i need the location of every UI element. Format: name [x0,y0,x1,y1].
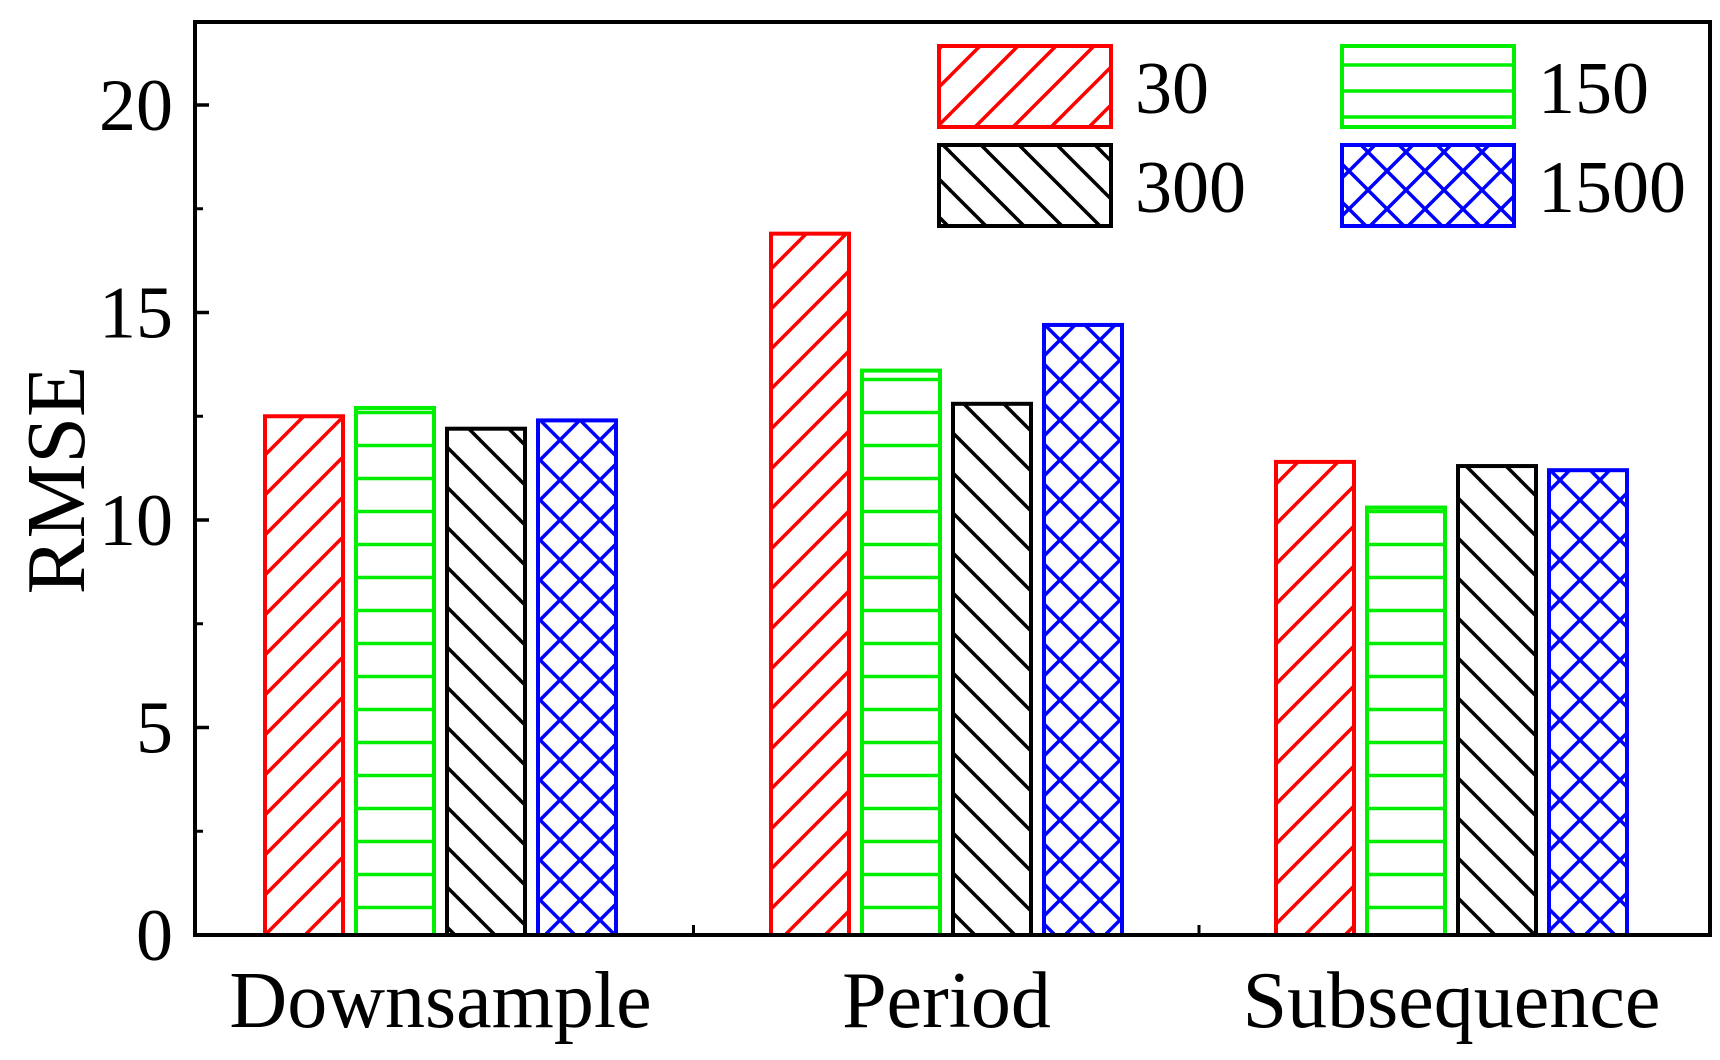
bar-downsample-150 [356,408,434,935]
legend-label-300: 300 [1135,147,1246,229]
x-category-label: Period [842,957,1051,1045]
y-axis-title: RMSE [10,366,103,595]
bar-subsequence-300 [1458,466,1536,935]
legend-label-150: 150 [1538,48,1649,130]
legend-swatch-1500 [1342,145,1514,226]
bar-downsample-1500 [538,420,616,935]
bar-downsample-30 [265,416,343,935]
legend: 30 150 300 1500 [939,46,1686,229]
legend-swatch-30 [939,46,1111,127]
y-tick-label: 10 [99,480,173,562]
legend-swatch-150 [1342,46,1514,127]
bar-subsequence-150 [1367,508,1445,935]
legend-label-30: 30 [1135,48,1209,130]
bar-subsequence-1500 [1549,470,1627,935]
y-tick-label: 5 [136,688,173,770]
bar-period-300 [953,404,1031,935]
bar-period-150 [862,371,940,935]
y-tick-label: 15 [99,273,173,355]
x-category-label: Downsample [229,957,651,1045]
x-axis: Downsample Period Subsequence [229,925,1660,1045]
x-category-label: Subsequence [1243,957,1661,1045]
bar-chart: 0 5 10 15 20 Downsample Period Subsequence RMS… [0,0,1720,1060]
bar-downsample-300 [447,429,525,935]
legend-swatch-300 [939,145,1111,226]
y-axis: 0 5 10 15 20 [99,65,209,977]
y-tick-label: 20 [99,65,173,147]
bar-period-1500 [1044,325,1122,935]
bar-subsequence-30 [1276,462,1354,935]
y-tick-label: 0 [136,895,173,977]
legend-label-1500: 1500 [1538,147,1686,229]
bar-period-30 [771,234,849,935]
bars-layer [265,234,1627,935]
